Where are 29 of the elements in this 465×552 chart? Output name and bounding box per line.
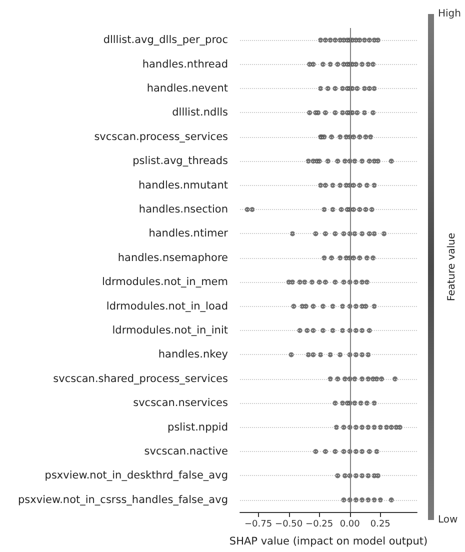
y-tick-label: ldrmodules.not_in_mem (102, 276, 228, 288)
y-tick-label: psxview.not_in_csrss_handles_false_avg (18, 494, 228, 506)
y-tick-label: pslist.avg_threads (132, 155, 228, 168)
color-bar-title: Feature value (446, 232, 458, 302)
y-tick-label: svcscan.shared_process_services (53, 372, 228, 385)
y-tick-label: dlllist.ndlls (172, 106, 228, 119)
y-tick-label: svcscan.nactive (144, 446, 228, 458)
x-tick-label: −0.75 (244, 520, 272, 530)
y-tick-label: ldrmodules.not_in_load (106, 300, 228, 312)
color-bar-label: Low (438, 514, 458, 526)
x-tick-label: −0.50 (275, 520, 303, 530)
y-tick-label: handles.ntimer (148, 228, 229, 240)
y-tick-label: dlllist.avg_dlls_per_proc (103, 34, 228, 46)
y-tick-label: pslist.nppid (168, 421, 228, 434)
y-tick-label: psxview.not_in_deskthrd_false_avg (44, 470, 228, 482)
y-tick-label: handles.nsection (138, 204, 228, 216)
y-tick-label: svcscan.process_services (94, 130, 228, 143)
x-tick-label: 0.00 (340, 520, 360, 530)
x-tick-label: 0.25 (370, 520, 390, 530)
y-tick-label: handles.nkey (158, 348, 228, 361)
y-tick-label: handles.nthread (142, 58, 228, 70)
y-tick-label: svcscan.nservices (133, 397, 228, 410)
y-tick-label: ldrmodules.not_in_init (112, 324, 228, 336)
color-bar-label: High (438, 8, 461, 20)
x-axis-title: SHAP value (impact on model output) (229, 536, 428, 548)
y-tick-label: handles.nevent (146, 82, 228, 94)
y-tick-label: handles.nmutant (138, 179, 228, 192)
y-tick-label: handles.nsemaphore (118, 252, 228, 264)
x-tick-label: −0.25 (306, 520, 334, 530)
